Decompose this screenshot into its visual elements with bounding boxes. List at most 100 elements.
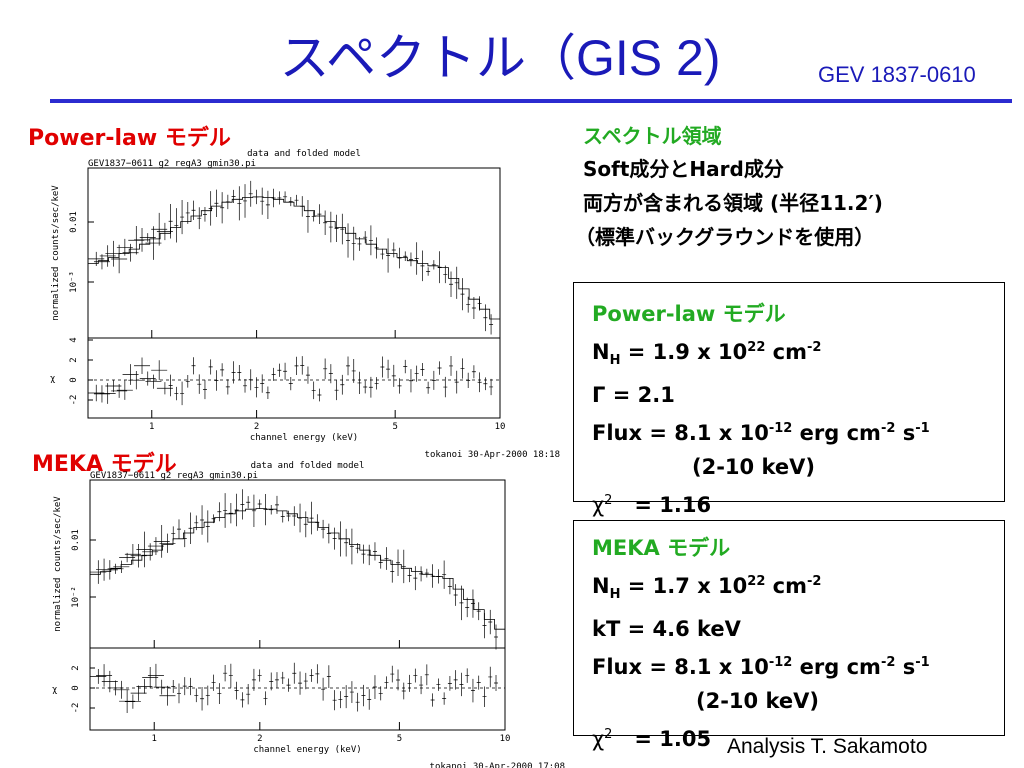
resid-point [128,371,145,390]
t: 22 [747,574,766,589]
resid-point [436,678,441,691]
resid-point [380,356,385,378]
data-point [449,271,454,298]
data-point [483,304,488,332]
resid-point [396,669,401,691]
resid-point [317,388,322,402]
resid-point [240,692,245,708]
data-point [443,265,448,284]
data-point [419,566,424,582]
data-point [111,244,128,274]
resid-point [188,677,193,696]
plot-title: data and folded model [247,149,361,159]
plot-title: data and folded model [251,461,365,471]
model-curve [88,196,501,329]
resid-point [397,378,402,394]
resid-point [292,662,297,684]
t: N [592,574,610,598]
data-point [431,260,436,270]
resid-point [223,665,228,682]
resid-point [430,693,435,707]
object-name: GEV 1837-0610 [818,62,976,87]
data-point [251,494,256,528]
data-point [269,505,274,515]
data-point [396,549,401,576]
resid-point [194,688,199,703]
y-tick-label: 0.01 [69,211,79,233]
data-point [151,212,168,246]
resid-point [470,678,475,703]
resid-point [349,681,354,704]
data-point [430,564,435,588]
resid-point [136,678,153,694]
file-name: GEV1837−0611_g2_regA3_gmin30.pi [90,471,258,481]
x-tick-label: 2 [254,422,259,432]
data-point [477,296,482,311]
data-point [378,556,383,569]
resid-point [197,374,202,394]
data-point [107,563,124,574]
resid-point [90,669,107,684]
description: 両方が含まれる領域 (半径11.2′) [583,191,883,215]
data-point [168,204,173,239]
resid-point [476,675,481,690]
resid-point [234,681,239,700]
data-point [414,242,419,275]
resid-point [384,676,389,689]
data-point [454,266,459,299]
resid-point [168,374,173,397]
t: H [609,353,621,369]
data-point [200,505,205,535]
resid-point [228,663,233,688]
data-point [363,231,368,244]
resid-point [182,677,187,696]
t: = 1.05 [634,727,712,752]
data-point [391,242,396,258]
data-point [298,503,303,533]
t: -1 [915,421,930,437]
resid-point [246,684,251,705]
resid-point [180,381,185,406]
data-point [234,493,239,527]
data-point [231,189,236,204]
chi: χ2 = 1.16 [592,484,1004,522]
box-heading: MEKA モデル [592,536,731,560]
t: 2 [604,727,613,743]
data-point [124,544,141,565]
data-point [374,237,379,259]
resid-point [156,382,173,395]
t: χ [592,727,605,752]
resid-point [113,680,130,699]
data-point [489,314,494,335]
t: cm [765,340,808,364]
result-box: MEKA モデル NH = 1.7 x 1022 cm-2 kT = 4.6 k… [573,520,1005,751]
data-point [128,226,145,255]
resid-point [494,674,499,692]
spectrum-plots: data and folded modelGEV1837−0611_g2_reg… [50,149,565,768]
data-point [326,523,331,544]
data-point [401,549,406,584]
resid-point [243,378,248,393]
plot-heading: MEKA モデル [32,452,177,477]
data-point [386,238,391,273]
t: -12 [768,655,793,671]
resid-point [340,374,345,395]
data-point [208,191,213,226]
t: s [895,655,916,680]
resid-point [426,381,431,394]
data-point [459,585,464,621]
resid-point [368,376,373,398]
data-point [145,226,162,260]
data-point [223,493,228,528]
resid-point [288,376,293,391]
resid-point [459,672,464,697]
data-point [465,597,470,618]
x-tick-label: 5 [397,734,402,744]
resid-point [447,675,452,691]
resid-point [101,670,118,693]
data-point [494,624,499,650]
resid-point [338,691,343,709]
x-tick-label: 1 [149,422,154,432]
resid-point [107,680,124,696]
resid-point [465,668,470,683]
